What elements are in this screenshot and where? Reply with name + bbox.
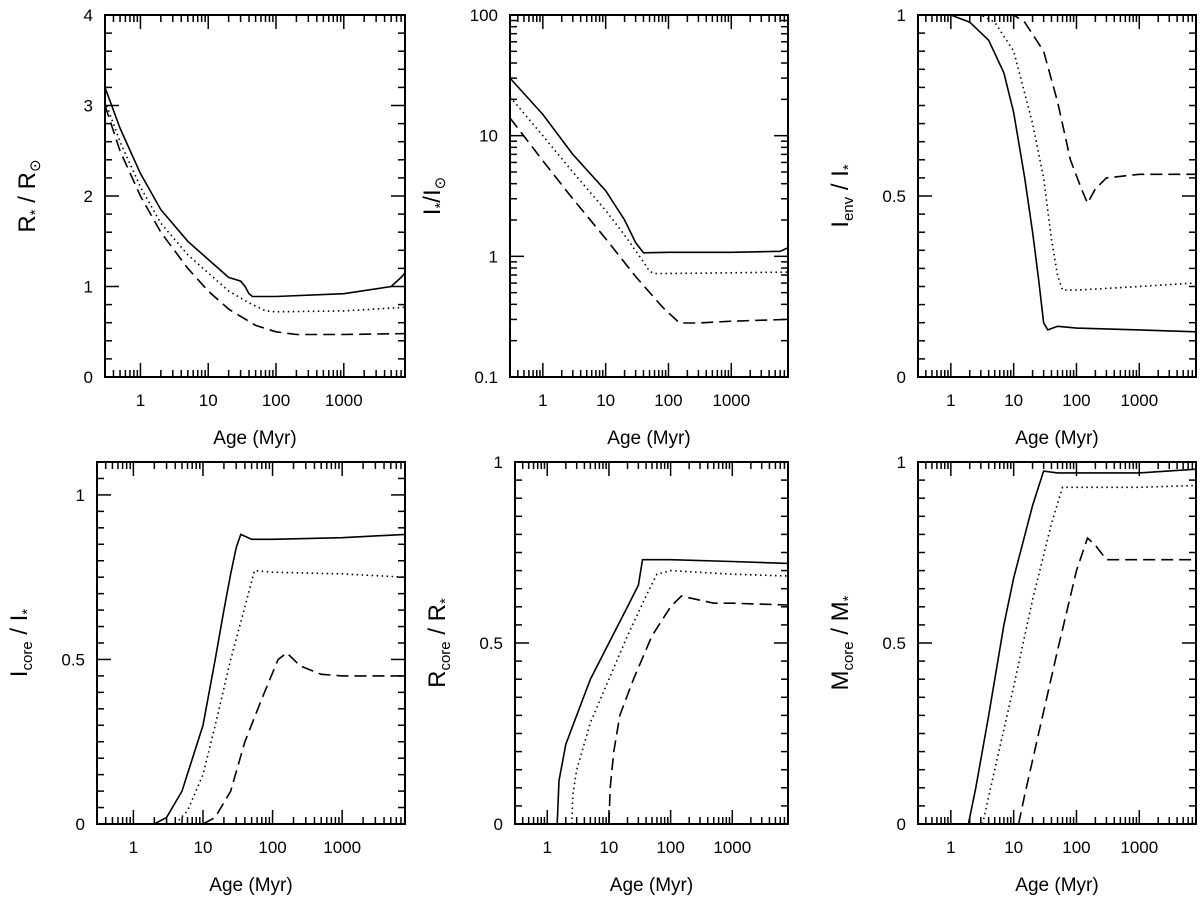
- y-tick-label: 0: [897, 368, 906, 387]
- y-tick-label: 1: [897, 6, 906, 25]
- x-tick-label: 1000: [713, 838, 751, 857]
- series-dotted: [510, 96, 788, 275]
- series-dashed: [1017, 536, 1196, 824]
- y-tick-label: 2: [84, 187, 93, 206]
- x-tick-label: 100: [262, 391, 290, 410]
- plot-frame: [96, 461, 406, 825]
- x-tick-label: 1000: [323, 838, 361, 857]
- series-solid: [510, 77, 788, 254]
- y-tick-label: 4: [84, 6, 93, 25]
- plot-frame: [509, 14, 789, 378]
- panel-3: 1 10 100 1000 0 0.5 1 Age (Myr) Ienv / I*: [827, 6, 1197, 449]
- plot-frame: [514, 461, 789, 825]
- y-tick-label: 3: [84, 97, 93, 116]
- series-solid: [967, 468, 1196, 824]
- y-tick-label: 1: [84, 278, 93, 297]
- x-tick-label: 10: [194, 838, 213, 857]
- ticks: [509, 14, 789, 378]
- x-tick-label: 1000: [325, 391, 363, 410]
- x-tick-label: 100: [1062, 391, 1090, 410]
- y-tick-label: 1: [76, 486, 85, 505]
- series-dotted: [571, 569, 788, 824]
- y-tick-label: 0: [76, 815, 85, 834]
- series-dotted: [981, 484, 1196, 824]
- y-tick-label: 0.5: [479, 634, 503, 653]
- series-solid: [153, 533, 405, 824]
- y-tick-label: 1: [494, 453, 503, 472]
- panel-2: 1 10 100 1000 0.1 1 10 100 Age (Myr) I*/I⊙: [419, 6, 789, 449]
- x-tick-label: 1: [543, 838, 552, 857]
- x-axis-label: Age (Myr): [610, 875, 693, 896]
- y-tick-label: 0.5: [61, 650, 85, 669]
- y-axis-label: I*/I⊙: [419, 177, 449, 215]
- y-tick-label: 0: [897, 815, 906, 834]
- x-axis-label: Age (Myr): [1015, 428, 1098, 449]
- y-tick-label: 1: [489, 247, 498, 266]
- series-dashed: [105, 105, 405, 336]
- x-tick-label: 100: [1062, 838, 1090, 857]
- y-tick-label: 0.1: [474, 368, 498, 387]
- x-tick-label: 1: [946, 838, 955, 857]
- x-tick-label: 10: [199, 391, 218, 410]
- x-tick-label: 1000: [1120, 838, 1158, 857]
- panel-5: 1 10 100 1000 0 0.5 1 Age (Myr) Rcore / R*: [424, 453, 789, 896]
- x-tick-label: 10: [599, 838, 618, 857]
- x-tick-label: 100: [656, 838, 684, 857]
- y-axis-label: Ienv / I*: [827, 164, 857, 228]
- panel-4: 1 10 100 1000 0 0.5 1 Age (Myr) Icore / I*: [6, 461, 406, 896]
- ticks: [514, 461, 789, 825]
- series-dotted: [174, 569, 405, 824]
- y-tick-label: 1: [897, 453, 906, 472]
- series-solid: [918, 15, 1196, 333]
- x-axis-label: Age (Myr): [213, 428, 296, 449]
- x-tick-label: 1: [129, 838, 138, 857]
- x-tick-label: 10: [1004, 838, 1023, 857]
- x-tick-label: 100: [258, 838, 286, 857]
- x-tick-label: 10: [596, 391, 615, 410]
- ticks: [917, 461, 1197, 825]
- series-dotted: [105, 100, 405, 313]
- ticks: [917, 14, 1197, 378]
- x-tick-label: 10: [1004, 391, 1023, 410]
- y-axis-label: Icore / I*: [6, 609, 36, 678]
- series-dashed: [918, 15, 1196, 206]
- y-axis-label: Mcore / M*: [827, 595, 857, 690]
- x-axis-label: Age (Myr): [1015, 875, 1098, 896]
- x-tick-label: 1: [946, 391, 955, 410]
- y-tick-label: 0: [84, 368, 93, 387]
- y-tick-label: 0.5: [882, 634, 906, 653]
- x-tick-label: 1000: [1120, 391, 1158, 410]
- y-tick-label: 0: [494, 815, 503, 834]
- ticks: [96, 461, 406, 825]
- panel-1: 1 10 100 1000 0 1 2 3 4 Age (Myr) R* / R⊙: [14, 6, 406, 449]
- series-dashed: [202, 651, 405, 824]
- y-tick-label: 0.5: [882, 187, 906, 206]
- series-dashed: [510, 117, 788, 324]
- series-dotted: [918, 15, 1196, 291]
- x-tick-label: 1000: [712, 391, 750, 410]
- x-tick-label: 1: [538, 391, 547, 410]
- y-tick-label: 10: [479, 127, 498, 146]
- x-tick-label: 1: [136, 391, 145, 410]
- y-axis-label: Rcore / R*: [424, 598, 454, 688]
- x-axis-label: Age (Myr): [607, 428, 690, 449]
- x-axis-label: Age (Myr): [209, 875, 292, 896]
- plot-frame: [917, 461, 1197, 825]
- x-tick-label: 100: [654, 391, 682, 410]
- ticks: [104, 14, 406, 378]
- series-dashed: [608, 595, 788, 824]
- plot-frame: [104, 14, 406, 378]
- y-tick-label: 100: [470, 6, 498, 25]
- panel-6: 1 10 100 1000 0 0.5 1 Age (Myr) Mcore / M*: [827, 453, 1197, 896]
- series-solid: [556, 558, 788, 824]
- series-solid: [105, 87, 405, 298]
- y-axis-label: R* / R⊙: [14, 159, 44, 232]
- plot-frame: [917, 14, 1197, 378]
